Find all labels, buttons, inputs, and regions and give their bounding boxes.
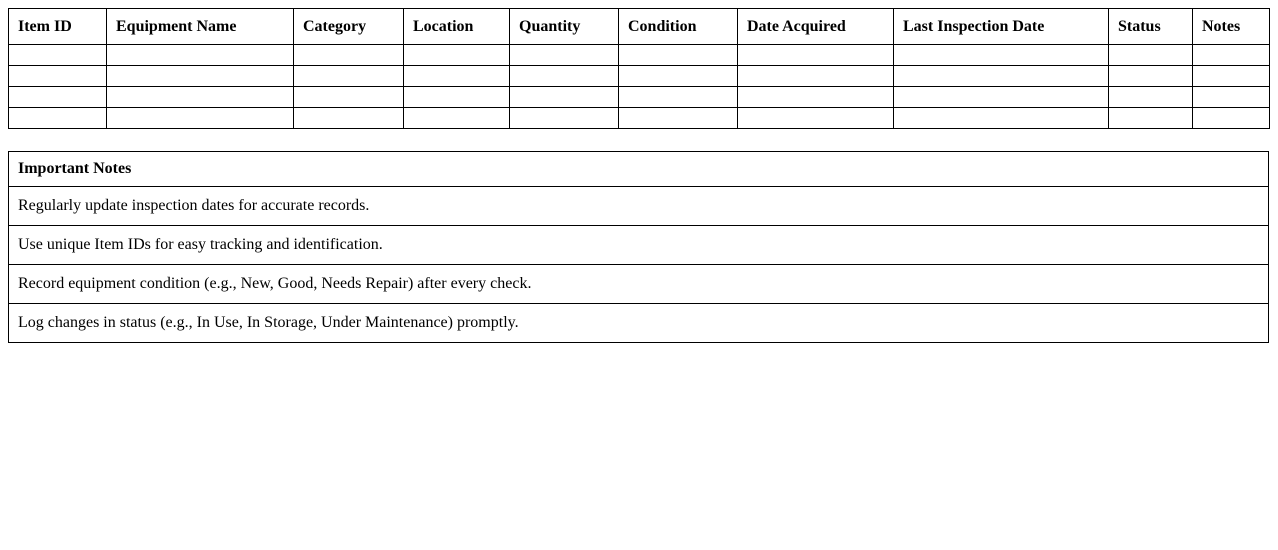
table-cell xyxy=(1108,44,1193,66)
note-row: Regularly update inspection dates for ac… xyxy=(8,186,1269,226)
table-cell xyxy=(893,107,1109,129)
table-cell xyxy=(893,44,1109,66)
table-cell xyxy=(293,65,404,87)
table-cell xyxy=(1108,86,1193,108)
column-header-date-acquired: Date Acquired xyxy=(737,8,894,45)
table-cell xyxy=(8,44,107,66)
table-cell xyxy=(1192,86,1270,108)
note-row: Record equipment condition (e.g., New, G… xyxy=(8,264,1269,304)
table-cell xyxy=(403,107,510,129)
table-cell xyxy=(106,44,294,66)
note-row: Log changes in status (e.g., In Use, In … xyxy=(8,303,1269,343)
table-cell xyxy=(737,65,894,87)
column-header-status: Status xyxy=(1108,8,1193,45)
table-cell xyxy=(403,65,510,87)
table-cell xyxy=(1192,107,1270,129)
table-cell xyxy=(403,44,510,66)
inventory-body xyxy=(8,44,1270,129)
table-cell xyxy=(8,86,107,108)
column-header-item-id: Item ID xyxy=(8,8,107,45)
column-header-notes: Notes xyxy=(1192,8,1270,45)
table-row xyxy=(8,65,1270,87)
table-cell xyxy=(1192,44,1270,66)
column-header-location: Location xyxy=(403,8,510,45)
note-text: Use unique Item IDs for easy tracking an… xyxy=(8,225,1269,265)
column-header-condition: Condition xyxy=(618,8,738,45)
table-cell xyxy=(1108,65,1193,87)
table-cell xyxy=(8,107,107,129)
table-cell xyxy=(509,86,619,108)
table-cell xyxy=(509,107,619,129)
table-row xyxy=(8,86,1270,108)
notes-title: Important Notes xyxy=(8,151,1269,187)
table-cell xyxy=(618,44,738,66)
important-notes-table: Important Notes Regularly update inspect… xyxy=(8,151,1269,343)
table-cell xyxy=(293,86,404,108)
column-header-equipment-name: Equipment Name xyxy=(106,8,294,45)
column-header-quantity: Quantity xyxy=(509,8,619,45)
table-cell xyxy=(106,107,294,129)
table-cell xyxy=(106,65,294,87)
column-header-category: Category xyxy=(293,8,404,45)
equipment-inventory-table: Item ID Equipment Name Category Location Qua… xyxy=(8,8,1270,129)
table-cell xyxy=(618,65,738,87)
inventory-header-row: Item ID Equipment Name Category Location Qua… xyxy=(8,8,1270,45)
table-cell xyxy=(8,65,107,87)
notes-body: Regularly update inspection dates for ac… xyxy=(8,186,1269,343)
table-cell xyxy=(737,86,894,108)
table-row xyxy=(8,107,1270,129)
table-cell xyxy=(293,107,404,129)
notes-header-row: Important Notes xyxy=(8,151,1269,187)
column-header-last-inspection-date: Last Inspection Date xyxy=(893,8,1109,45)
table-cell xyxy=(618,107,738,129)
table-cell xyxy=(509,44,619,66)
note-text: Regularly update inspection dates for ac… xyxy=(8,186,1269,226)
table-cell xyxy=(1192,65,1270,87)
table-cell xyxy=(509,65,619,87)
table-cell xyxy=(106,86,294,108)
table-row xyxy=(8,44,1270,66)
note-text: Record equipment condition (e.g., New, G… xyxy=(8,264,1269,304)
table-cell xyxy=(737,44,894,66)
table-cell xyxy=(293,44,404,66)
table-cell xyxy=(403,86,510,108)
table-cell xyxy=(1108,107,1193,129)
table-cell xyxy=(893,86,1109,108)
table-cell xyxy=(737,107,894,129)
note-row: Use unique Item IDs for easy tracking an… xyxy=(8,225,1269,265)
table-cell xyxy=(618,86,738,108)
table-cell xyxy=(893,65,1109,87)
note-text: Log changes in status (e.g., In Use, In … xyxy=(8,303,1269,343)
